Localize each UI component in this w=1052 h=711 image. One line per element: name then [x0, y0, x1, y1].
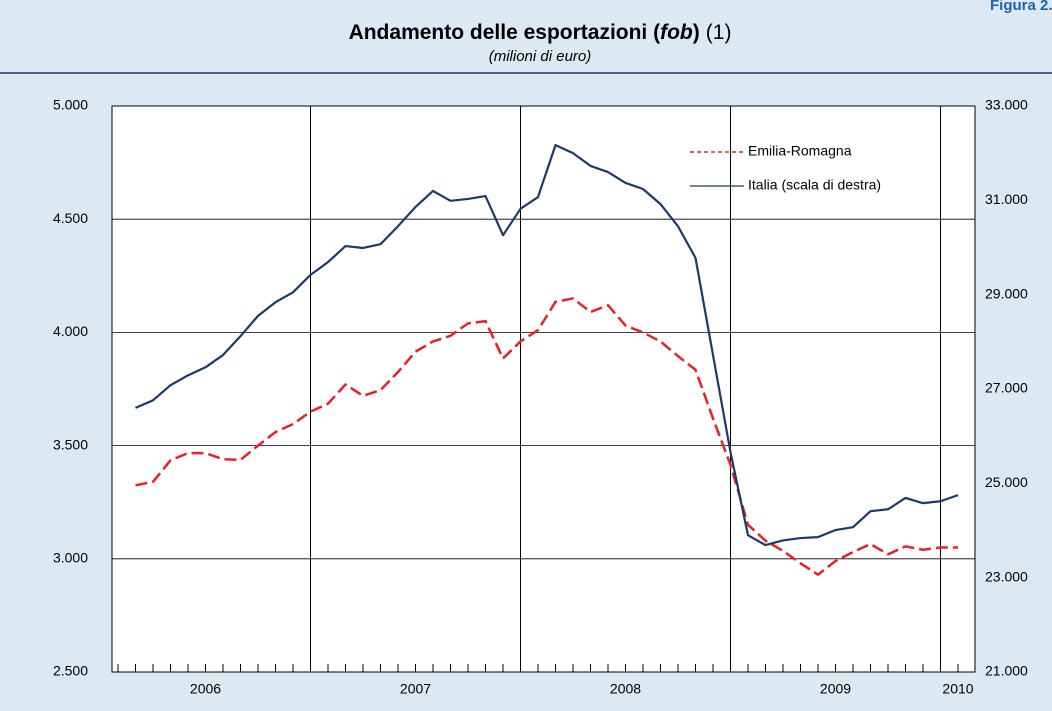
x-tick-label: 2007 [400, 681, 431, 697]
series-line [135, 297, 958, 576]
chart-subtitle: (milioni di euro) [489, 48, 592, 65]
x-tick-label: 2010 [942, 681, 973, 697]
title-part: fob [660, 21, 693, 44]
title-part: Andamento delle esportazioni ( [349, 21, 661, 44]
y-tick-label: 3.000 [53, 550, 88, 566]
x-tick-label: 2006 [190, 681, 221, 697]
x-tick-label: 2008 [610, 681, 641, 697]
y2-tick-label: 21.000 [985, 663, 1028, 679]
figure-label: Figura 2. [990, 0, 1052, 14]
x-tick-label: 2009 [820, 681, 851, 697]
y2-tick-label: 27.000 [985, 380, 1028, 396]
y-tick-label: 3.500 [53, 436, 88, 452]
title-part: (1) [706, 21, 732, 44]
y2-tick-label: 31.000 [985, 191, 1028, 207]
y2-tick-label: 23.000 [985, 568, 1028, 584]
y-tick-label: 4.500 [53, 210, 88, 226]
y-tick-label: 5.000 [53, 97, 88, 113]
y2-tick-label: 25.000 [985, 474, 1028, 490]
y-tick-label: 2.500 [53, 663, 88, 679]
y2-tick-label: 33.000 [985, 97, 1028, 113]
y-tick-label: 4.000 [53, 323, 88, 339]
title-part: ) [693, 21, 700, 44]
series-line [135, 144, 959, 547]
y2-tick-label: 29.000 [985, 285, 1028, 301]
legend-label: Italia (scala di destra) [748, 177, 881, 193]
plot-area [111, 105, 976, 673]
chart-title: Andamento delle esportazioni (fob) (1) [349, 21, 732, 44]
legend-label: Emilia-Romagna [748, 143, 852, 159]
